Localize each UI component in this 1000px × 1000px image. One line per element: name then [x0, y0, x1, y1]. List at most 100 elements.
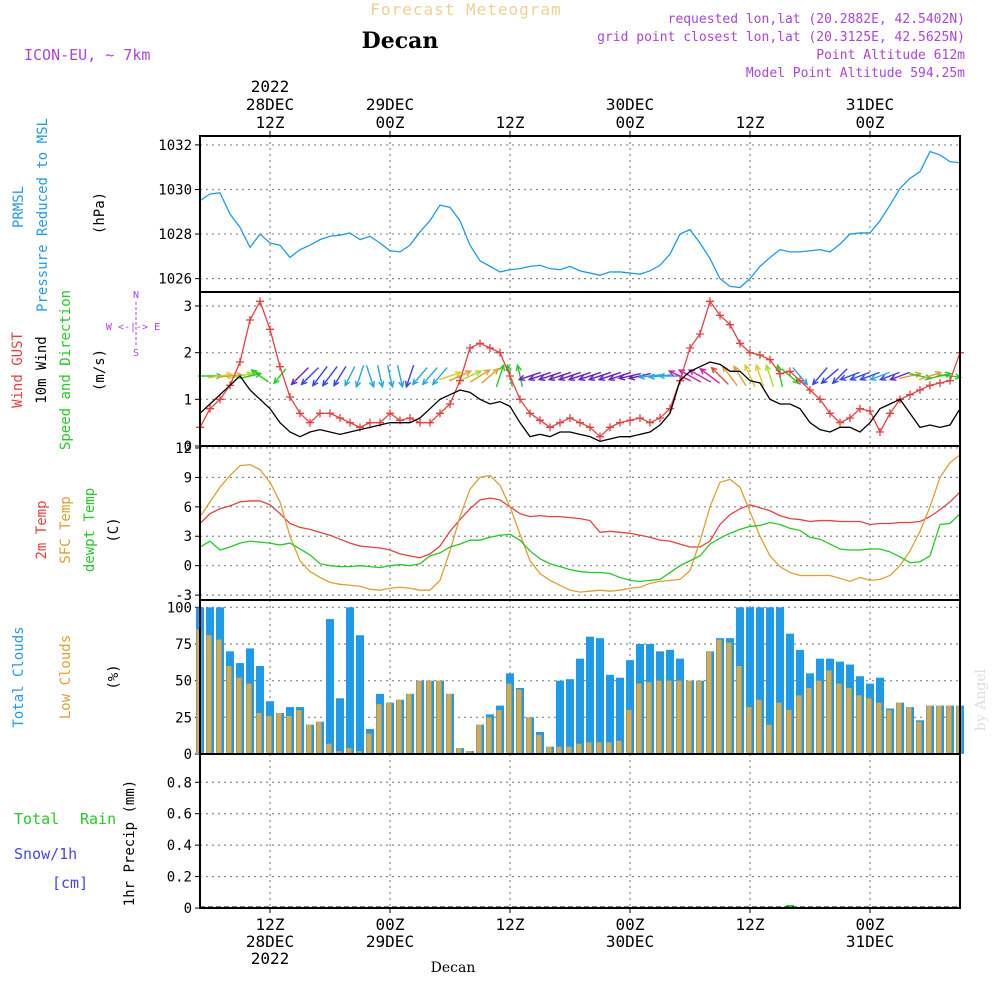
low-cloud-bar [666, 680, 672, 754]
wind-arrow [744, 364, 756, 388]
wind-arrow-head [404, 380, 412, 389]
gust-marker [946, 376, 954, 385]
precipitation-ytick-label: 0.4 [167, 838, 192, 854]
wind-arrow [688, 369, 712, 383]
compass-s: S [133, 348, 139, 359]
low-cloud-bar [756, 699, 762, 754]
wind-arrow [422, 367, 438, 385]
clouds-ytick-label: 100 [167, 600, 192, 616]
top-time-label: 29DEC [366, 95, 414, 114]
wind-arrow-head [888, 374, 897, 381]
wind-gust-label: Wind GUST [10, 332, 26, 408]
wind-arrow [458, 370, 482, 382]
gust-marker [936, 379, 944, 387]
wind-arrow [312, 365, 328, 387]
temperature-ytick-label: 6 [184, 500, 192, 516]
wind-arrow-head [831, 377, 839, 385]
wind-arrow [699, 368, 721, 384]
gust-marker [856, 404, 864, 413]
wind-arrow-head [597, 374, 606, 382]
gust-marker [426, 418, 434, 427]
low-cloud-bar [786, 710, 792, 754]
total-cloud-bar [596, 638, 604, 754]
gust-marker [316, 409, 324, 418]
low-cloud-bar [386, 702, 392, 754]
wind-arrow [518, 371, 542, 381]
low-clouds-label: Low Clouds [58, 635, 74, 719]
wind-arrow-head [848, 374, 857, 381]
wind-arrow-head [464, 370, 473, 377]
low-cloud-bar [816, 680, 822, 754]
wind-arrow-head [547, 374, 556, 382]
low-cloud-bar [676, 680, 682, 754]
wind-arrow [291, 367, 309, 385]
temperature-ytick-label: 3 [184, 529, 192, 545]
total-cloud-bar [356, 635, 364, 754]
low-cloud-bar [286, 715, 292, 754]
gust-marker [786, 367, 794, 376]
gust-marker [566, 414, 574, 422]
low-cloud-bar [376, 704, 382, 754]
temperature-ytick-label: 0 [184, 559, 192, 575]
wind-arrow [301, 367, 319, 385]
wind-arrow-head [492, 367, 500, 375]
wind-arrow-head [667, 370, 676, 377]
low-cloud-bar [656, 680, 662, 754]
gust-marker [906, 390, 914, 399]
low-cloud-bar [516, 689, 522, 754]
wind-arrow [528, 371, 552, 381]
wind-arrow-head [411, 378, 419, 386]
wind-arrow-head [699, 367, 707, 375]
wind-arrow [860, 371, 880, 381]
low-cloud-bar [886, 710, 892, 754]
gust-marker [746, 348, 754, 357]
low-cloud-bar [636, 683, 642, 754]
low-cloud-bar [346, 748, 352, 754]
low-cloud-bar [776, 702, 782, 754]
low-cloud-bar [946, 705, 952, 754]
bottom-time-label: 31DEC [846, 932, 894, 951]
wind-arrow [481, 368, 499, 384]
wind-arrow-head [368, 380, 376, 389]
temperature-frame [199, 445, 961, 601]
temp-dewpt-label: dewpt Temp [82, 488, 98, 572]
gust-marker [326, 409, 334, 418]
wind-arrow-head [431, 378, 439, 386]
wind-arrow-head [934, 370, 943, 378]
gust-marker [486, 344, 494, 352]
wind-arrow-head [454, 370, 463, 378]
low-cloud-bar [466, 751, 472, 754]
wind-arrow [207, 373, 233, 379]
wind-arrow [217, 374, 243, 378]
pressure-ytick-label: 1032 [158, 138, 192, 154]
low-cloud-bar [396, 699, 402, 754]
wind-arrow-head [272, 377, 280, 385]
low-cloud-bar [446, 693, 452, 754]
forecast-title: Forecast Meteogram [370, 0, 561, 19]
top-time-label: 00Z [376, 113, 405, 132]
wind-arrow [781, 368, 799, 384]
temp-unit: (C) [106, 517, 122, 542]
wind-arrow-head [868, 374, 877, 381]
low-cloud-bar [366, 733, 372, 754]
wind-arrow-head [498, 363, 506, 372]
gust-marker [646, 418, 654, 427]
pressure-ytick-label: 1028 [158, 227, 192, 243]
gust-marker [576, 418, 584, 427]
low-cloud-bar [356, 751, 362, 754]
gust-marker [886, 409, 894, 418]
wind-arrow-head [333, 379, 340, 387]
wind-arrow-head [474, 370, 483, 377]
temp-2m-label: 2m Temp [34, 500, 50, 559]
gust-marker [536, 416, 544, 425]
wind-arrow [322, 365, 338, 387]
gust-marker [546, 423, 554, 432]
low-cloud-bar [336, 751, 342, 754]
low-cloud-bar [826, 670, 832, 754]
gust-marker [336, 414, 344, 422]
low-cloud-bar [266, 715, 272, 754]
total-cloud-bar [616, 677, 624, 754]
wind-arrow-head [792, 377, 800, 385]
gust-marker [916, 386, 924, 394]
wind-arrow-head [378, 380, 385, 389]
